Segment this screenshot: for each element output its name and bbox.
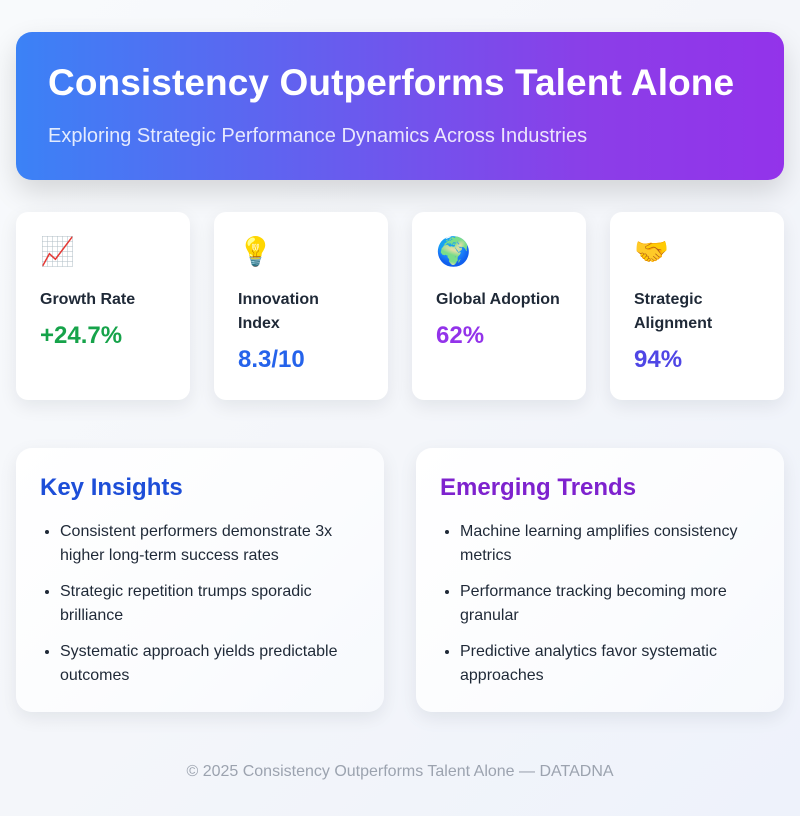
light-bulb-icon: 💡 [238, 236, 273, 267]
list-item: Consistent performers demonstrate 3x hig… [60, 520, 360, 568]
metric-label: Strategic Alignment [634, 291, 713, 332]
list-item: Predictive analytics favor systematic ap… [460, 640, 760, 688]
hero-header: Consistency Outperforms Talent Alone Exp… [16, 32, 784, 180]
metric-value: 8.3/10 [238, 346, 305, 373]
footer: © 2025 Consistency Outperforms Talent Al… [0, 760, 800, 784]
metric-value: 94% [634, 346, 683, 373]
metric-card-growth-rate: 📈 Growth Rate +24.7% [16, 212, 190, 400]
metric-value: 62% [436, 322, 485, 349]
metric-value: +24.7% [40, 322, 123, 349]
chart-increasing-icon: 📈 [40, 236, 75, 267]
footer-copyright: © 2025 Consistency Outperforms Talent Al… [186, 763, 614, 780]
panel-title: Key Insights [40, 474, 183, 501]
metric-card-strategic-alignment: 🤝 Strategic Alignment 94% [610, 212, 784, 400]
panel-title: Emerging Trends [440, 474, 637, 501]
list-item: Strategic repetition trumps sporadic bri… [60, 580, 360, 628]
trend-list: Machine learning amplifies consistency m… [440, 520, 760, 688]
page-subtitle: Exploring Strategic Performance Dynamics… [48, 125, 588, 147]
list-item: Machine learning amplifies consistency m… [460, 520, 760, 568]
page-title: Consistency Outperforms Talent Alone [48, 62, 735, 103]
list-item: Performance tracking becoming more granu… [460, 580, 760, 628]
metric-label: Growth Rate [40, 291, 136, 308]
handshake-icon: 🤝 [634, 236, 669, 267]
metrics-row: 📈 Growth Rate +24.7% 💡 Innovation Index … [16, 212, 784, 400]
metric-card-innovation-index: 💡 Innovation Index 8.3/10 [214, 212, 388, 400]
emerging-trends-panel: Emerging Trends Machine learning amplifi… [416, 448, 784, 712]
globe-icon: 🌍 [436, 236, 471, 267]
metric-label: Global Adoption [436, 291, 560, 308]
metric-card-global-adoption: 🌍 Global Adoption 62% [412, 212, 586, 400]
metric-label: Innovation Index [238, 291, 319, 332]
insight-list: Consistent performers demonstrate 3x hig… [40, 520, 360, 688]
key-insights-panel: Key Insights Consistent performers demon… [16, 448, 384, 712]
insight-panels: Key Insights Consistent performers demon… [16, 448, 784, 712]
list-item: Systematic approach yields predictable o… [60, 640, 360, 688]
